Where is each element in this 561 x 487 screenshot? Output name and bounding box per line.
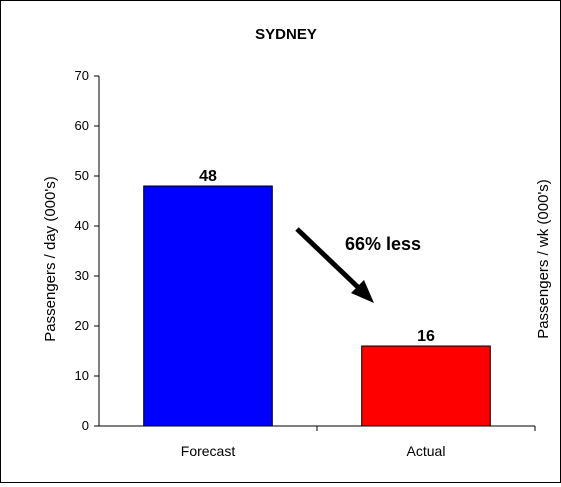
y-tick-label: 0 bbox=[82, 418, 89, 433]
x-tick-label: Actual bbox=[407, 443, 446, 459]
y-axis-label: Passengers / day (000's) bbox=[42, 176, 59, 341]
bars bbox=[143, 185, 491, 427]
bar-forecast bbox=[143, 185, 273, 427]
y-tick-label: 50 bbox=[75, 168, 89, 183]
y-tick-label: 30 bbox=[75, 268, 89, 283]
bar-actual bbox=[361, 345, 491, 427]
y-tick-label: 20 bbox=[75, 318, 89, 333]
y-tick-label: 40 bbox=[75, 218, 89, 233]
annotation-arrow bbox=[295, 227, 374, 303]
annotation-text: 66% less bbox=[345, 234, 421, 254]
y2-axis-label: Passengers / wk (000's) bbox=[535, 179, 552, 339]
y-tick-label: 70 bbox=[75, 68, 89, 83]
x-axis-labels: Forecast Actual bbox=[181, 426, 536, 459]
x-tick-label: Forecast bbox=[181, 443, 236, 459]
data-label: 48 bbox=[199, 168, 217, 185]
y-axis-ticks: 0 10 20 30 40 50 60 70 bbox=[75, 68, 99, 433]
y-tick-label: 10 bbox=[75, 368, 89, 383]
data-label: 16 bbox=[417, 328, 435, 345]
chart-title: SYDNEY bbox=[255, 26, 317, 43]
data-labels: 48 16 bbox=[199, 168, 435, 345]
y-tick-label: 60 bbox=[75, 118, 89, 133]
